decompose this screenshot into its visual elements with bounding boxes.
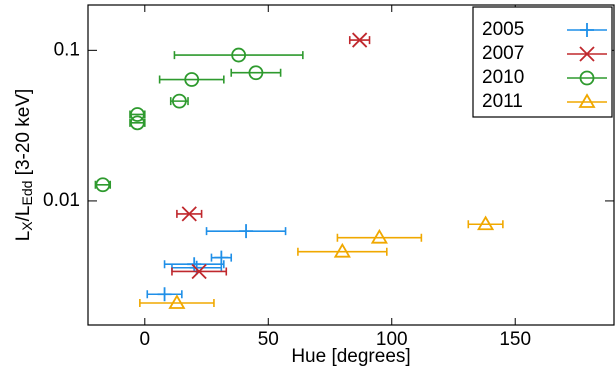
data-point [191, 263, 207, 280]
legend-label: 2011 [482, 91, 523, 112]
data-point [181, 206, 197, 222]
data-point [239, 224, 254, 239]
data-point [157, 287, 172, 302]
data-point [184, 72, 200, 87]
data-point [231, 47, 247, 63]
legend-marker [579, 46, 595, 62]
data-point [187, 257, 202, 272]
data-point [333, 242, 351, 258]
data-point [129, 115, 145, 131]
y-tick-label: 0.01 [43, 190, 80, 211]
y-axis-label-part: L [13, 231, 34, 242]
x-tick-label: 100 [376, 329, 408, 350]
data-point [477, 215, 495, 231]
x-tick-label: 50 [258, 329, 279, 350]
x-tick-label: 0 [140, 329, 151, 350]
y-axis-label: LX/LEdd [3-20 keV] [13, 89, 35, 242]
legend-marker [580, 23, 594, 37]
y-axis-label-part: /L [13, 206, 34, 222]
error-bar [139, 298, 215, 307]
error-bar [297, 247, 388, 256]
error-bar [173, 51, 304, 60]
x-axis-label: Hue [degrees] [291, 346, 410, 367]
x-tick-label: 150 [499, 329, 531, 350]
legend-label: 2010 [482, 67, 524, 88]
data-point [168, 294, 186, 309]
y-axis-label-part: [3-20 keV] [13, 89, 34, 181]
y-tick-label: 0.1 [54, 39, 80, 60]
error-bar [158, 75, 225, 84]
error-bar [336, 233, 423, 242]
legend-label: 2007 [482, 43, 524, 64]
legend-marker [578, 93, 596, 108]
data-point [352, 32, 368, 48]
error-bar [129, 118, 146, 127]
error-bar [467, 220, 504, 229]
plot-frame [87, 4, 615, 326]
error-bar [94, 180, 112, 189]
error-bar [129, 110, 146, 119]
error-bar [230, 68, 282, 77]
data-point [171, 93, 187, 109]
data-point [370, 228, 388, 244]
y-axis-label-part: X [19, 221, 35, 231]
legend-label: 2005 [482, 19, 524, 40]
legend-marker [579, 70, 595, 86]
y-axis-label-part: Edd [19, 181, 35, 206]
data-point [214, 250, 229, 265]
data-point [129, 107, 145, 122]
data-point [95, 177, 111, 193]
data-point [248, 65, 264, 81]
